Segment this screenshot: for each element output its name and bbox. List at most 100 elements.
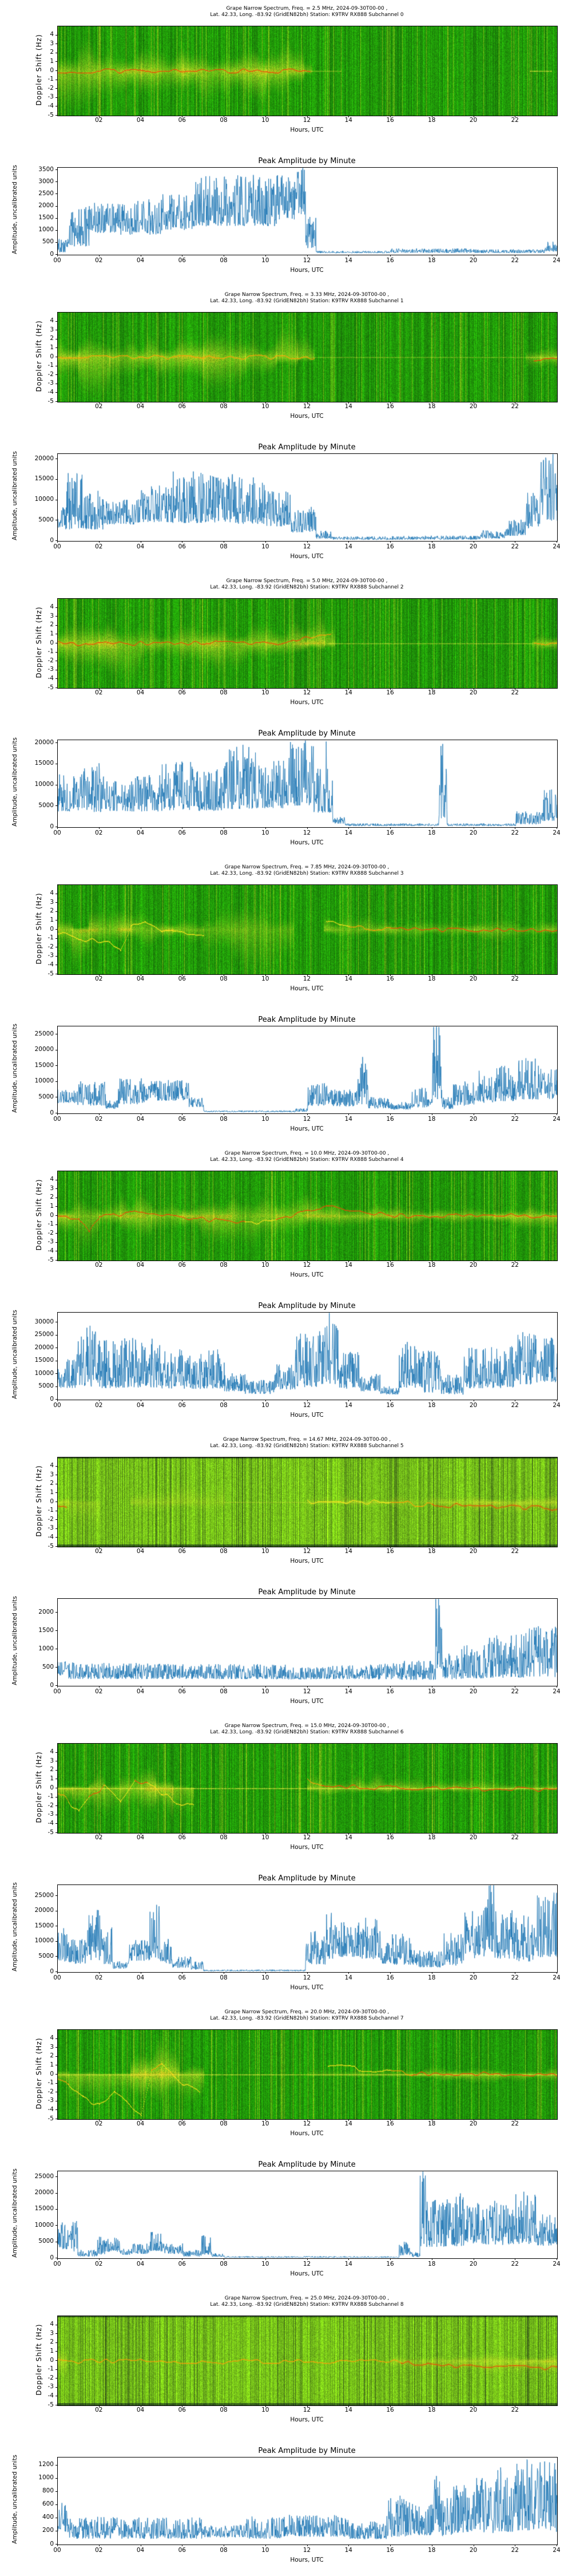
spectrogram-x-tick-label: 12 [303, 403, 311, 410]
axis-tick-mark [98, 2258, 100, 2260]
spectrogram-x-tick-label: 06 [178, 2407, 186, 2413]
axis-tick-mark [348, 1261, 349, 1262]
amplitude-x-tick-label: 24 [553, 2547, 561, 2554]
axis-tick-mark [55, 1224, 57, 1225]
axis-tick-mark [265, 1833, 266, 1835]
axis-tick-mark [55, 61, 57, 62]
spectrogram-y-tick-label: -2 [47, 2374, 54, 2381]
amplitude-title: Peak Amplitude by Minute [258, 2160, 356, 2169]
axis-tick-mark [390, 2258, 391, 2260]
axis-tick-mark [55, 540, 57, 541]
spectrogram-x-tick-label: 22 [511, 1834, 519, 1841]
amplitude-x-tick-label: 12 [303, 1116, 311, 1123]
spectrogram-y-tick-label: -3 [47, 2097, 54, 2104]
amplitude-x-tick-label: 16 [386, 2547, 394, 2554]
spectrogram-x-axis-label: Hours, UTC [290, 1558, 324, 1564]
axis-tick-mark [57, 827, 58, 829]
axis-tick-mark [98, 1547, 100, 1548]
amplitude-y-tick-label: 2000 [38, 1608, 54, 1615]
spectrogram-x-tick-label: 22 [511, 2407, 519, 2413]
axis-tick-mark [348, 2258, 349, 2260]
axis-tick-mark [55, 2192, 57, 2194]
channel-pair: Grape Narrow Spectrum, Freq. = 2.5 MHz, … [0, 0, 572, 286]
axis-tick-mark [98, 2405, 100, 2407]
axis-tick-mark [307, 255, 308, 256]
amplitude-y-tick-label: 0 [50, 1109, 54, 1116]
spectrogram-title-line2: Lat. 42.33, Long. -83.92 (GridEN82bh) St… [210, 871, 404, 876]
axis-tick-mark [390, 1547, 391, 1548]
amplitude-x-axis-label: Hours, UTC [290, 1125, 324, 1132]
spectrogram-x-tick-label: 20 [469, 689, 478, 696]
amplitude-x-tick-label: 06 [178, 1116, 186, 1123]
amplitude-x-tick-label: 14 [344, 1116, 352, 1123]
amplitude-x-tick-label: 16 [386, 257, 394, 264]
spectrogram-x-axis-label: Hours, UTC [290, 2130, 324, 2137]
doppler-spectrogram-plot [57, 884, 558, 975]
axis-tick-mark [307, 541, 308, 543]
amplitude-x-tick-label: 10 [261, 2261, 269, 2267]
amplitude-x-tick-label: 24 [553, 1688, 561, 1695]
spectrogram-x-tick-label: 10 [261, 403, 269, 410]
axis-tick-mark [55, 616, 57, 617]
axis-tick-mark [348, 974, 349, 976]
amplitude-x-tick-label: 02 [95, 2547, 103, 2554]
amplitude-x-tick-label: 08 [220, 2547, 228, 2554]
spectrogram-title-line1: Grape Narrow Spectrum, Freq. = 3.33 MHz,… [224, 292, 390, 298]
axis-tick-mark [55, 193, 57, 195]
amplitude-y-tick-label: 0 [50, 823, 54, 830]
spectrogram-x-tick-label: 22 [511, 1548, 519, 1555]
amplitude-x-axis-label: Hours, UTC [290, 1984, 324, 1991]
axis-tick-mark [307, 402, 308, 404]
amplitude-x-axis-label: Hours, UTC [290, 1698, 324, 1705]
axis-tick-mark [348, 1400, 349, 1401]
axis-tick-mark [55, 1537, 57, 1538]
axis-tick-mark [55, 955, 57, 957]
amplitude-y-axis-label: Amplitude, uncalibrated units [11, 2455, 18, 2544]
axis-tick-mark [348, 255, 349, 256]
axis-tick-mark [307, 974, 308, 976]
axis-tick-mark [55, 169, 57, 171]
axis-tick-mark [98, 402, 100, 404]
amplitude-x-tick-label: 18 [428, 2261, 436, 2267]
axis-tick-mark [55, 2378, 57, 2379]
axis-tick-mark [55, 2544, 57, 2545]
channel-pair: Grape Narrow Spectrum, Freq. = 10.0 MHz,… [0, 1145, 572, 1431]
channel-pair: Grape Narrow Spectrum, Freq. = 5.0 MHz, … [0, 572, 572, 859]
amplitude-title: Peak Amplitude by Minute [258, 157, 356, 165]
spectrogram-y-tick-label: 2 [50, 2338, 54, 2346]
spectrogram-x-tick-label: 06 [178, 689, 186, 696]
amplitude-x-tick-label: 08 [220, 257, 228, 264]
spectrogram-y-tick-label: -2 [47, 370, 54, 378]
amplitude-x-tick-label: 04 [136, 1402, 145, 1409]
spectrogram-x-tick-label: 18 [428, 2120, 436, 2127]
spectrogram-title-line1: Grape Narrow Spectrum, Freq. = 5.0 MHz, … [226, 578, 388, 584]
amplitude-y-tick-label: 500 [42, 1663, 54, 1670]
spectrogram-x-tick-label: 14 [344, 2120, 352, 2127]
spectrogram-x-tick-label: 20 [469, 2407, 478, 2413]
axis-tick-mark [98, 1972, 100, 1974]
spectrogram-x-tick-label: 06 [178, 403, 186, 410]
amplitude-x-tick-label: 16 [386, 2261, 394, 2267]
amplitude-y-tick-label: 1000 [38, 226, 54, 234]
peak-amplitude-plot [57, 453, 558, 542]
spectrogram-y-tick-label: 2 [50, 621, 54, 629]
spectrogram-y-tick-label: -4 [47, 1533, 54, 1540]
axis-tick-mark [390, 974, 391, 976]
amplitude-x-tick-label: 20 [469, 543, 478, 550]
amplitude-y-tick-label: 25000 [34, 1331, 54, 1338]
spectrogram-x-tick-label: 02 [95, 2407, 103, 2413]
amplitude-x-tick-label: 14 [344, 257, 352, 264]
amplitude-x-tick-label: 20 [469, 1116, 478, 1123]
axis-tick-mark [55, 230, 57, 231]
amplitude-x-tick-label: 14 [344, 829, 352, 836]
spectrogram-x-tick-label: 16 [386, 1834, 394, 1841]
doppler-spectrogram-plot [57, 1457, 558, 1547]
axis-tick-mark [390, 827, 391, 829]
amplitude-y-tick-label: 3000 [38, 177, 54, 185]
axis-tick-mark [98, 541, 100, 543]
spectrogram-y-tick-label: 4 [50, 1748, 54, 1756]
amplitude-y-tick-label: 15000 [34, 1061, 54, 1069]
spectrogram-y-tick-label: -1 [47, 2365, 54, 2373]
amplitude-x-tick-label: 14 [344, 543, 352, 550]
spectrogram-y-tick-label: 3 [50, 1471, 54, 1478]
